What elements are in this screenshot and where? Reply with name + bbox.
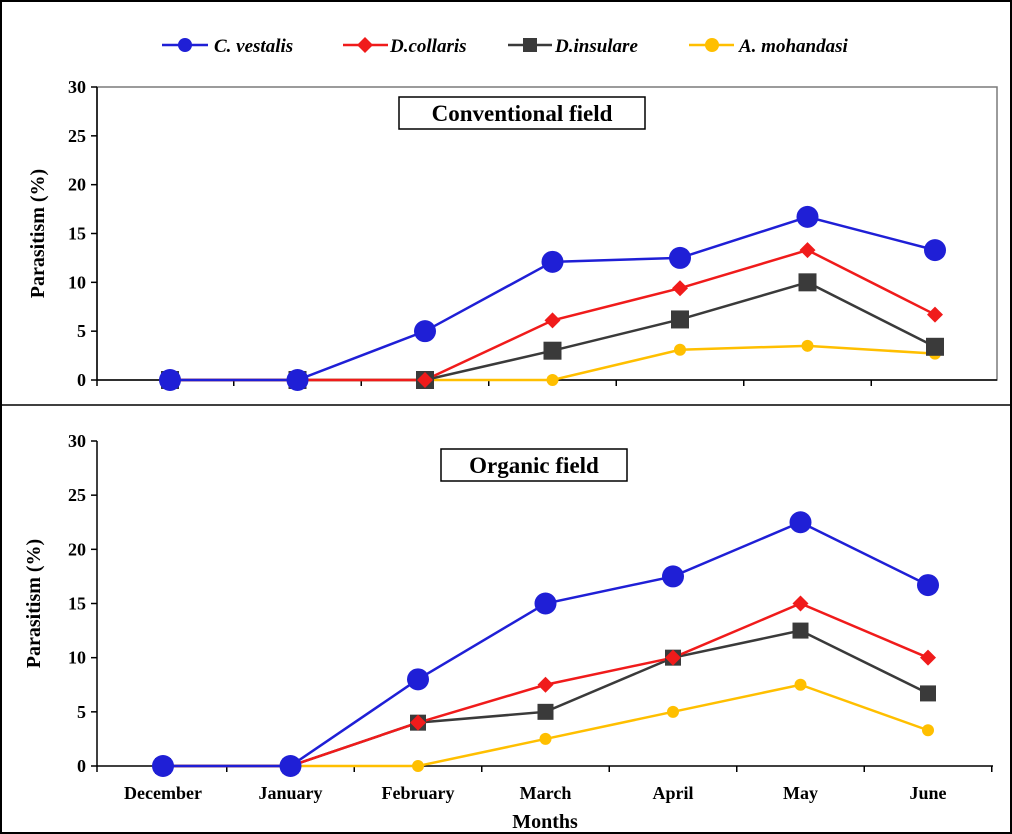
x-tick-label: December — [124, 783, 202, 803]
y-tick-label: 5 — [77, 321, 86, 341]
legend-label-d-collaris: D.collaris — [389, 36, 467, 57]
data-point-d-collaris — [672, 280, 688, 297]
data-point-a-mohandasi — [801, 339, 814, 352]
panel-organic: 0 5 10 15 20 25 30 December January February March… — [23, 431, 993, 833]
data-point-d-collaris — [665, 649, 681, 666]
x-tick-label: March — [520, 783, 572, 803]
data-point-a-mohandasi — [674, 343, 686, 356]
data-point-c-vestalis — [662, 565, 684, 588]
legend-marker-d-insulare — [523, 38, 537, 52]
data-point-c-vestalis — [789, 511, 812, 534]
x-tick-label: February — [382, 783, 455, 803]
data-point-d-collaris — [537, 676, 554, 693]
y-axis-label: Parasitism (%) — [27, 169, 49, 298]
x-axis-label: Months — [512, 811, 578, 833]
data-point-d-insulare — [920, 685, 936, 702]
data-point-c-vestalis — [414, 320, 436, 343]
y-tick-label: 30 — [68, 431, 86, 451]
data-point-d-insulare — [798, 273, 817, 292]
data-point-d-collaris — [927, 306, 943, 323]
legend: C. vestalis D.collaris D.insulare A. moh… — [162, 36, 848, 57]
data-point-d-collaris — [792, 595, 809, 612]
y-tick-label: 25 — [68, 126, 86, 146]
data-point-a-mohandasi — [922, 724, 934, 737]
data-point-a-mohandasi — [539, 732, 552, 745]
legend-item-c-vestalis: C. vestalis — [162, 36, 293, 57]
data-point-d-collaris — [544, 312, 561, 329]
y-tick-label: 0 — [77, 756, 86, 776]
y-tick-label: 5 — [77, 702, 86, 722]
y-tick-label: 10 — [68, 272, 86, 292]
data-point-a-mohandasi — [667, 705, 679, 718]
legend-item-d-collaris: D.collaris — [343, 36, 467, 57]
legend-marker-c-vestalis — [178, 38, 192, 52]
y-tick-label: 20 — [68, 175, 86, 195]
data-point-c-vestalis — [286, 369, 309, 391]
data-point-d-insulare — [926, 337, 944, 356]
data-point-d-collaris — [410, 714, 426, 731]
data-point-a-mohandasi — [794, 678, 807, 691]
data-point-c-vestalis — [534, 592, 557, 615]
legend-item-a-mohandasi: A. mohandasi — [689, 36, 848, 57]
data-point-d-collaris — [417, 372, 433, 388]
data-point-c-vestalis — [541, 250, 564, 273]
data-point-d-insulare — [671, 310, 689, 329]
y-tick-label: 15 — [68, 594, 86, 614]
chart-title-box — [440, 448, 628, 482]
data-point-c-vestalis — [279, 755, 302, 777]
legend-item-d-insulare: D.insulare — [508, 36, 638, 57]
x-tick-label: June — [909, 783, 946, 803]
data-point-c-vestalis — [917, 574, 939, 597]
legend-label-a-mohandasi: A. mohandasi — [738, 36, 848, 57]
y-tick-label: 15 — [68, 224, 86, 244]
y-tick-label: 30 — [68, 77, 86, 97]
y-tick-label: 20 — [68, 539, 86, 559]
legend-label-d-insulare: D.insulare — [554, 36, 638, 57]
data-point-c-vestalis — [669, 246, 691, 269]
panel-conventional: 0 5 10 15 20 25 30 Parasitism (%) Conventional f… — [27, 77, 998, 391]
x-tick-label: April — [652, 783, 693, 803]
data-point-d-insulare — [792, 622, 809, 639]
chart-title: Organic field — [469, 453, 599, 478]
data-point-c-vestalis — [159, 369, 181, 391]
data-point-d-collaris — [799, 242, 816, 259]
data-point-c-vestalis — [152, 755, 174, 777]
y-tick-label: 10 — [68, 648, 86, 668]
chart-title-box — [398, 96, 646, 130]
data-point-d-collaris — [920, 649, 936, 666]
legend-marker-a-mohandasi — [705, 38, 719, 52]
data-point-c-vestalis — [924, 239, 946, 262]
data-point-a-mohandasi — [412, 760, 424, 772]
y-tick-label: 0 — [77, 370, 86, 390]
data-point-c-vestalis — [407, 668, 429, 691]
legend-label-c-vestalis: C. vestalis — [214, 36, 293, 57]
chart-title: Conventional field — [432, 101, 613, 126]
y-tick-label: 25 — [68, 485, 86, 505]
data-point-c-vestalis — [796, 205, 819, 228]
y-axis-label: Parasitism (%) — [23, 539, 45, 668]
x-tick-label: January — [258, 783, 322, 803]
legend-marker-d-collaris — [357, 37, 373, 53]
x-tick-label: May — [783, 783, 818, 803]
data-point-d-insulare — [543, 341, 562, 360]
data-point-a-mohandasi — [546, 374, 559, 386]
data-point-d-insulare — [537, 703, 554, 720]
